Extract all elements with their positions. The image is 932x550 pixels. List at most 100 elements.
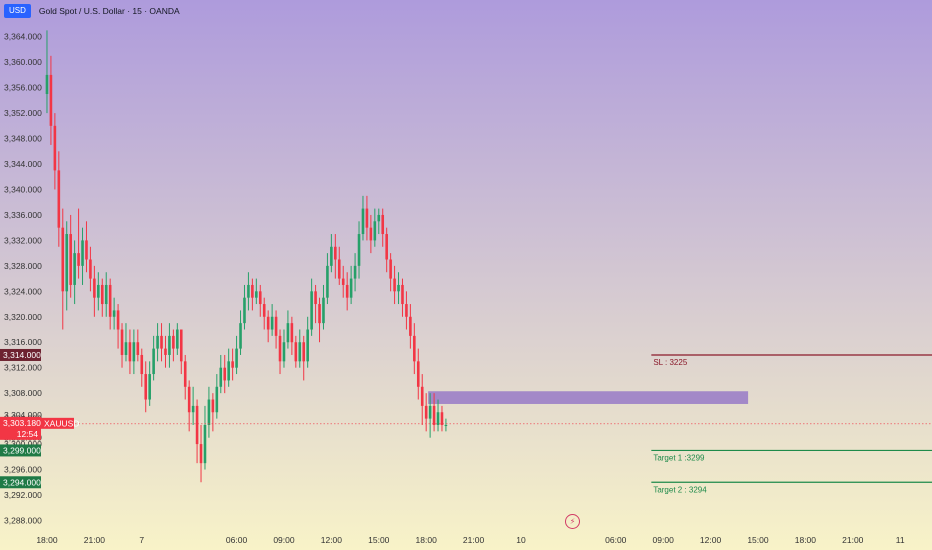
y-tick-label-hidden: 3,304.000 (4, 410, 42, 420)
candle (286, 310, 290, 349)
candle (231, 348, 234, 381)
y-tick-label: 3,332.000 (4, 235, 42, 245)
candle (53, 113, 57, 190)
svg-text:3,299.000: 3,299.000 (3, 445, 41, 455)
x-tick-label: 09:00 (273, 535, 295, 545)
target-price-tag[interactable]: 3,294.000 (0, 476, 41, 489)
y-tick-label: 3,360.000 (4, 57, 42, 67)
candle (424, 393, 428, 432)
chart-header: USD Gold Spot / U.S. Dollar · 15 · OANDA (4, 4, 180, 18)
candle (57, 151, 61, 247)
candle (302, 335, 306, 381)
candle (207, 386, 211, 438)
x-tick-label: 12:00 (321, 535, 343, 545)
y-tick-label: 3,324.000 (4, 286, 42, 296)
y-tick-label: 3,336.000 (4, 210, 42, 220)
candle (89, 246, 92, 292)
y-tick-label: 3,320.000 (4, 312, 42, 322)
candle (345, 272, 349, 311)
candle (116, 304, 120, 349)
symbol-title: Gold Spot / U.S. Dollar · 15 · OANDA (38, 6, 180, 16)
candle (294, 335, 298, 368)
candle (353, 253, 357, 292)
y-tick-label: 3,288.000 (4, 515, 42, 525)
candle (168, 323, 171, 368)
candle (282, 329, 286, 368)
svg-text:3,294.000: 3,294.000 (3, 477, 41, 487)
candle (156, 323, 159, 362)
candle (73, 240, 76, 305)
candle (310, 278, 313, 336)
candle (195, 399, 199, 464)
candle (172, 329, 175, 362)
candle (211, 393, 215, 432)
x-tick-label: 15:00 (368, 535, 390, 545)
candle (219, 354, 223, 394)
candle (49, 55, 53, 145)
candle (203, 405, 207, 470)
x-tick-label: 10 (516, 535, 526, 545)
candle (270, 304, 274, 336)
candle (428, 393, 432, 438)
candle (373, 208, 377, 247)
y-tick-label: 3,308.000 (4, 388, 42, 398)
y-tick-label: 3,340.000 (4, 184, 42, 194)
x-tick-label: 06:00 (226, 535, 248, 545)
x-tick-label: 18:00 (795, 535, 817, 545)
stop-price-tag[interactable]: 3,314.000 (0, 348, 41, 361)
candle (247, 272, 250, 311)
x-tick-label: 21:00 (842, 535, 864, 545)
candle (100, 278, 104, 317)
x-tick-label: 18:00 (416, 535, 438, 545)
candle (413, 323, 416, 375)
candle (326, 253, 329, 305)
candle (215, 374, 219, 419)
y-tick-label: 3,316.000 (4, 337, 42, 347)
candle (164, 335, 167, 368)
candle (255, 278, 258, 305)
candle (93, 265, 96, 317)
target-price-tag[interactable]: 3,299.000 (0, 444, 41, 457)
candle (128, 329, 132, 375)
countdown-timer: 12:54 (17, 429, 39, 439)
candle (112, 297, 116, 330)
candle (444, 418, 448, 432)
candle (160, 323, 163, 362)
candle (432, 393, 436, 432)
y-tick-label: 3,300.000 (4, 439, 42, 449)
candle (258, 284, 262, 317)
candle (381, 208, 385, 247)
candle (341, 265, 345, 298)
stop-loss-label: SL : 3225 (653, 358, 688, 367)
y-tick-label: 3,348.000 (4, 134, 42, 144)
candle (397, 272, 400, 305)
candle (393, 265, 396, 305)
candle (440, 405, 444, 432)
candle (306, 316, 309, 368)
candle (124, 323, 128, 362)
y-tick-label: 3,356.000 (4, 83, 42, 93)
current-price-value: 3,303.180 (3, 418, 41, 428)
candle (136, 329, 140, 362)
currency-badge[interactable]: USD (4, 4, 31, 18)
candle (389, 253, 392, 292)
candle (227, 348, 230, 387)
candle (152, 335, 155, 381)
candle (278, 329, 282, 375)
candle (401, 278, 404, 317)
lightning-icon[interactable]: ⚡ (565, 514, 580, 529)
supply-zone[interactable] (428, 391, 749, 404)
candle (290, 316, 294, 355)
x-tick-label: 06:00 (605, 535, 627, 545)
x-tick-label: 21:00 (84, 535, 106, 545)
candle (144, 361, 148, 413)
candle (235, 335, 238, 375)
candle (61, 208, 65, 330)
symbol-tag: XAUUSD (41, 417, 79, 429)
y-tick-label: 3,296.000 (4, 465, 42, 475)
candle (97, 272, 100, 311)
